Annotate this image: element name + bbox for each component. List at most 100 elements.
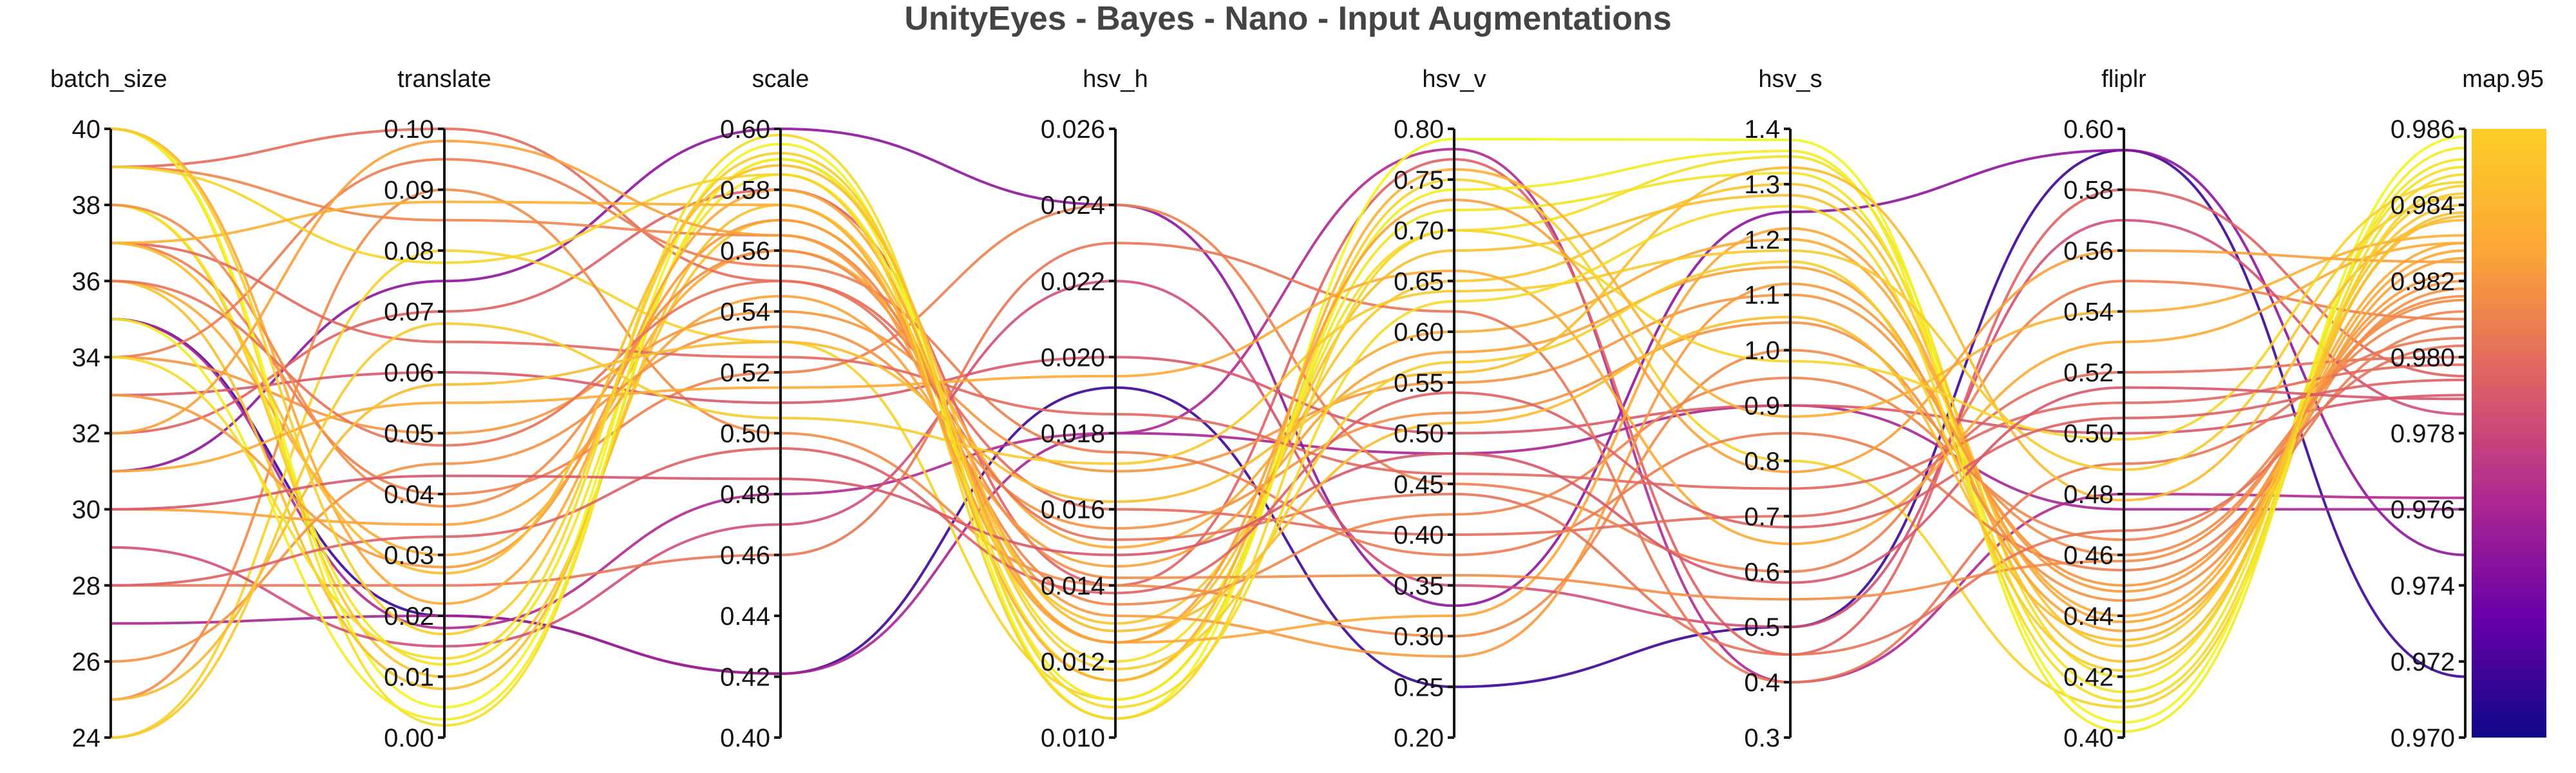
axis-scale: scale 0.40 0.42 0.44 0.46 0.48 0.50 0.52 0.54 0.5… (720, 66, 809, 752)
tick-label: 28 (72, 572, 101, 600)
tick-label: 0.970 (2391, 724, 2455, 752)
tick-label: 0.10 (384, 115, 434, 144)
series-line-run-22 (110, 166, 2466, 606)
series-line-run-39 (110, 128, 2466, 673)
tick-label: 0.25 (1394, 673, 1444, 701)
axis-title: batch_size (50, 66, 167, 93)
series-line-run-17 (110, 128, 2466, 724)
tick-label: 0.978 (2391, 420, 2455, 448)
axis-title: translate (397, 66, 491, 93)
axis-title: hsv_h (1083, 66, 1148, 93)
tick-label: 0.58 (720, 177, 770, 205)
axis-title: map.95 (2462, 66, 2544, 93)
tick-label: 26 (72, 648, 101, 676)
tick-label: 0.014 (1041, 572, 1105, 600)
tick-label: 0.024 (1041, 191, 1105, 220)
tick-label: 0.09 (384, 177, 434, 205)
tick-label: 0.35 (1394, 572, 1444, 600)
tick-label: 0.58 (2063, 177, 2114, 205)
series-line-run-40 (110, 164, 2466, 642)
tick-label: 0.40 (2063, 724, 2114, 752)
tick-label: 0.40 (1394, 521, 1444, 549)
tick-label: 0.60 (720, 115, 770, 144)
tick-label: 34 (72, 343, 101, 372)
tick-label: 36 (72, 267, 101, 296)
tick-label: 0.52 (720, 359, 770, 387)
series-line-run-05 (110, 158, 2466, 656)
tick-label: 0.50 (2063, 420, 2114, 448)
tick-label: 0.982 (2391, 267, 2455, 296)
series-line-run-38 (110, 133, 2466, 709)
tick-label: 0.8 (1744, 447, 1780, 475)
colorbar (2472, 129, 2546, 738)
tick-label: 24 (72, 724, 101, 752)
tick-label: 0.01 (384, 663, 434, 692)
axis-batch-size: batch_size 24 26 28 30 32 34 36 38 40 (50, 66, 167, 752)
tick-label: 0.42 (2063, 663, 2114, 692)
tick-label: 0.55 (1394, 369, 1444, 397)
tick-label: 0.46 (720, 542, 770, 570)
tick-label: 0.986 (2391, 115, 2455, 144)
tick-label: 0.010 (1041, 724, 1105, 752)
tick-label: 1.2 (1744, 226, 1780, 254)
tick-label: 0.46 (2063, 542, 2114, 570)
series-line-run-37 (110, 386, 2466, 584)
series-line-run-35 (110, 139, 2466, 644)
tick-label: 0.026 (1041, 115, 1105, 144)
tick-label: 0.70 (1394, 217, 1444, 245)
tick-label: 0.50 (1394, 420, 1444, 448)
tick-label: 0.42 (720, 663, 770, 692)
series-line-run-32 (110, 196, 2466, 739)
tick-label: 0.972 (2391, 648, 2455, 676)
tick-label: 0.05 (384, 420, 434, 448)
tick-label: 0.44 (720, 602, 770, 631)
tick-label: 0.3 (1744, 724, 1780, 752)
tick-label: 1.1 (1744, 282, 1780, 310)
tick-label: 38 (72, 191, 101, 220)
tick-label: 0.54 (720, 298, 770, 327)
tick-label: 0.6 (1744, 558, 1780, 586)
tick-label: 0.48 (720, 481, 770, 509)
tick-label: 1.4 (1744, 115, 1780, 144)
tick-label: 0.52 (2063, 359, 2114, 387)
axis-hsv-s: hsv_s 0.3 0.4 0.5 0.6 0.7 0.8 0.9 1.0 1.1 1.2 1.3 1.… (1744, 66, 1822, 752)
series-line-run-36 (110, 378, 2466, 595)
tick-label: 0.56 (720, 237, 770, 265)
tick-label: 32 (72, 420, 101, 448)
tick-label: 0.44 (2063, 602, 2114, 631)
tick-label: 0.54 (2063, 298, 2114, 327)
tick-label: 0.984 (2391, 191, 2455, 220)
tick-label: 0.5 (1744, 613, 1780, 642)
tick-label: 0.20 (1394, 724, 1444, 752)
tick-label: 0.40 (720, 724, 770, 752)
tick-label: 0.07 (384, 298, 434, 327)
tick-label: 30 (72, 496, 101, 524)
series-line-run-02 (110, 404, 2465, 675)
axis-hsv-v: hsv_v 0.20 0.25 0.30 0.35 0.40 0.45 0.50 0.55 0.6… (1394, 66, 1486, 752)
tick-label: 0.50 (720, 420, 770, 448)
series-line-run-33 (110, 166, 2466, 720)
axes: batch_size 24 26 28 30 32 34 36 38 40 translate 0.0… (50, 66, 2544, 752)
series-line-run-25 (110, 242, 2466, 546)
series-line-run-21 (110, 287, 2466, 663)
tick-label: 0.7 (1744, 502, 1780, 531)
series-line-run-04 (110, 148, 2466, 684)
series-line-run-14 (110, 356, 2466, 435)
tick-label: 0.022 (1041, 267, 1105, 296)
tick-label: 0.980 (2391, 343, 2455, 372)
series-line-run-16 (111, 242, 2466, 684)
series-line-run-10 (110, 178, 2466, 739)
series-line-run-18 (110, 158, 2466, 694)
tick-label: 0.80 (1394, 115, 1444, 144)
tick-label: 40 (72, 115, 101, 144)
tick-label: 0.45 (1394, 470, 1444, 499)
axis-hsv-h: hsv_h 0.010 0.012 0.014 0.016 0.018 0.020 0.022… (1041, 66, 1148, 752)
series-line-run-07 (110, 182, 2466, 678)
tick-label: 0.65 (1394, 267, 1444, 296)
axis-title: hsv_s (1758, 66, 1822, 93)
axis-fliplr: fliplr 0.40 0.42 0.44 0.46 0.48 0.50 0.52 0.54 0.… (2063, 66, 2146, 752)
tick-label: 0.60 (1394, 318, 1444, 347)
axis-title: scale (752, 66, 810, 93)
